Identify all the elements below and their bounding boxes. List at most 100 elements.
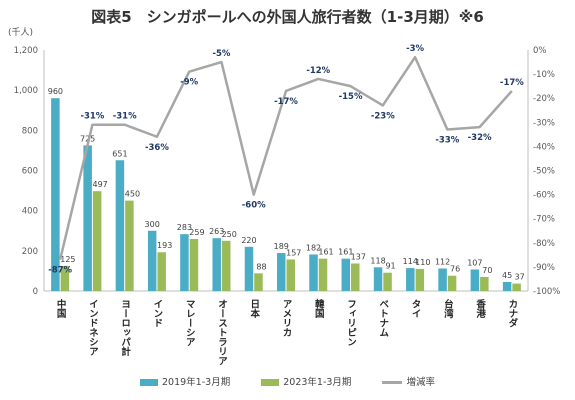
y-tick-label: 400 <box>22 207 38 217</box>
bar-value-label-2019: 189 <box>274 242 289 251</box>
bar-value-label-2023: 250 <box>222 230 237 239</box>
bar-2019 <box>212 238 221 291</box>
bar-2019 <box>438 268 447 291</box>
bar-value-label-2023: 125 <box>60 255 75 264</box>
bar-value-label-2019: 182 <box>306 243 321 252</box>
y2-tick-label: -40% <box>533 142 555 152</box>
change-rate-label: -31% <box>80 112 104 122</box>
bar-2019 <box>373 267 383 291</box>
bar-2023 <box>415 268 425 291</box>
bar-value-label-2019: 300 <box>145 220 160 229</box>
bar-2019 <box>115 160 125 291</box>
y2-tick-label: -70% <box>533 215 555 225</box>
y-tick-label: 1,200 <box>14 46 38 56</box>
bar-2019 <box>309 254 318 291</box>
bar-2023 <box>480 276 489 291</box>
bar-value-label-2023: 259 <box>189 228 204 237</box>
bar-value-label-2023: 110 <box>415 258 430 267</box>
bar-2023 <box>447 275 457 291</box>
bar-2019 <box>83 145 92 291</box>
change-rate-label: -12% <box>306 66 330 76</box>
change-rate-label: -15% <box>339 92 363 102</box>
y2-tick-label: -50% <box>533 167 555 177</box>
y-tick-label: 200 <box>22 247 38 257</box>
bar-2023 <box>92 191 102 291</box>
category-label: 日本 <box>248 299 260 319</box>
bar-value-label-2019: 114 <box>403 257 418 266</box>
bar-value-label-2019: 118 <box>370 256 385 265</box>
legend-label-2019: 2019年1-3月期 <box>162 377 231 388</box>
y2-tick-label: -60% <box>533 191 555 201</box>
y-tick-label: 600 <box>22 167 38 177</box>
bar-2023 <box>125 200 134 291</box>
bar-2019 <box>502 281 512 291</box>
bar-2023 <box>60 265 70 291</box>
change-rate-line <box>58 55 513 260</box>
change-rate-label: -31% <box>113 112 137 122</box>
category-label: インドネシア <box>87 299 99 356</box>
bar-value-label-2023: 450 <box>125 190 140 199</box>
bar-2019 <box>406 268 415 291</box>
bar-value-label-2023: 497 <box>93 180 108 189</box>
bar-value-label-2019: 283 <box>177 223 192 232</box>
bar-value-label-2019: 960 <box>48 87 63 96</box>
legend-swatch-2019 <box>140 379 158 386</box>
chart-title: 図表5 シンガポールへの外国人旅行者数（1-3月期）※6 <box>91 8 484 26</box>
bar-2023 <box>286 259 295 291</box>
y-axis-unit: (千人) <box>8 28 34 38</box>
bar-2023 <box>383 272 392 291</box>
legend-swatch-2023 <box>261 379 280 386</box>
change-rate-label: -17% <box>274 97 298 107</box>
bar-2019 <box>341 258 351 291</box>
legend-item-2019: 2019年1-3月期 <box>140 374 230 388</box>
bar-value-label-2023: 88 <box>256 262 266 271</box>
bar-2019 <box>470 269 480 291</box>
change-rate-label: -36% <box>145 143 169 153</box>
bar-value-label-2019: 220 <box>241 236 256 245</box>
y2-tick-label: -30% <box>533 118 555 128</box>
category-label: マレーシア <box>184 299 196 347</box>
bar-value-label-2019: 651 <box>112 149 127 158</box>
bar-2023 <box>512 283 521 291</box>
change-rate-label: -5% <box>212 49 230 59</box>
category-label: 台湾 <box>442 298 454 319</box>
category-label: ヨーロッパ計 <box>119 299 131 357</box>
bar-2023 <box>221 240 231 291</box>
change-rate-label: -60% <box>242 201 266 211</box>
category-label: タイ <box>410 299 422 318</box>
legend-item-change-rate: 増減率 <box>382 374 435 388</box>
y-tick-label: 1,000 <box>14 86 38 96</box>
bar-value-label-2019: 112 <box>435 258 450 267</box>
bar-value-label-2023: 91 <box>385 262 395 271</box>
category-label: ベトナム <box>377 299 389 337</box>
bar-2019 <box>180 234 189 291</box>
bar-2023 <box>318 258 328 291</box>
change-rate-label: -32% <box>468 133 492 143</box>
bar-2019 <box>147 230 157 291</box>
bar-2023 <box>157 252 166 291</box>
bar-2019 <box>51 98 60 291</box>
legend: 2019年1-3月期 2023年1-3月期 増減率 <box>0 374 575 388</box>
legend-swatch-change-rate <box>382 381 403 384</box>
y2-tick-label: -100% <box>533 287 560 297</box>
y-tick-label: 0 <box>33 287 38 297</box>
bar-2023 <box>351 263 360 291</box>
legend-label-2023: 2023年1-3月期 <box>283 377 352 388</box>
legend-item-2023: 2023年1-3月期 <box>261 374 351 388</box>
y2-tick-label: 0% <box>533 46 547 56</box>
category-label: オーストラリア <box>216 299 228 366</box>
change-rate-label: -17% <box>500 78 524 88</box>
bar-value-label-2019: 45 <box>502 271 512 280</box>
change-rate-label: -3% <box>406 44 424 54</box>
bar-value-label-2019: 107 <box>467 259 482 268</box>
bar-value-label-2019: 161 <box>338 248 353 257</box>
bar-value-label-2019: 725 <box>80 134 95 143</box>
y-tick-label: 800 <box>22 126 38 136</box>
legend-label-change-rate: 増減率 <box>406 377 435 388</box>
category-label: 韓国 <box>313 298 325 319</box>
y2-tick-label: -90% <box>533 263 555 273</box>
change-rate-label: -23% <box>371 111 395 121</box>
y2-tick-label: -20% <box>533 94 555 104</box>
bar-value-label-2023: 70 <box>482 266 492 275</box>
